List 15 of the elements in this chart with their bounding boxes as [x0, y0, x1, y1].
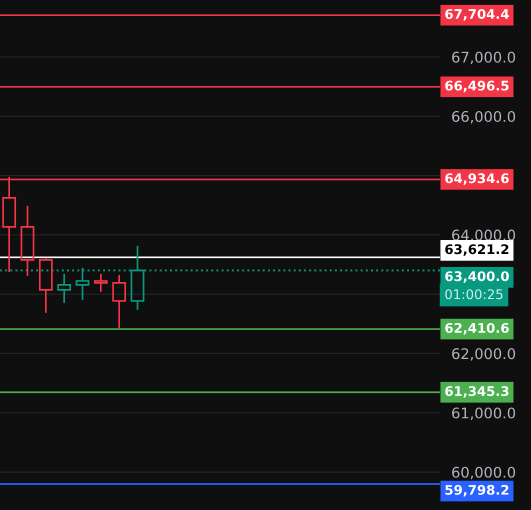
- y-tick-label: 60,000.0: [452, 466, 516, 480]
- y-tick-label: 61,000.0: [452, 407, 516, 420]
- ref-line-label: 64,934.6: [445, 173, 509, 185]
- y-tick-label: 66,000.0: [452, 110, 516, 124]
- y-tick-label: 67,000.0: [452, 52, 516, 64]
- ref-line-label: 63,400.0: [445, 271, 509, 283]
- ref-line-label: 67,704.4: [445, 9, 509, 21]
- ref-line-label: 66,496.5: [445, 80, 509, 92]
- y-tick-label: 62,000.0: [452, 348, 516, 361]
- ref-line-label: 62,410.6: [445, 322, 509, 335]
- ref-line-label: 59,798.2: [445, 484, 508, 497]
- ref-line-label: 61,345.3: [445, 386, 508, 398]
- text: 01:00:25: [445, 289, 503, 300]
- y-tick-label: 64,000.0: [452, 230, 516, 242]
- ref-line-label: 63,621.2: [445, 244, 508, 256]
